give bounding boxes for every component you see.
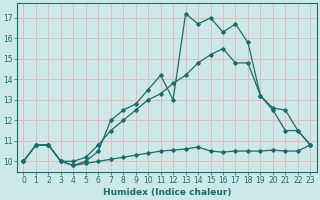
- X-axis label: Humidex (Indice chaleur): Humidex (Indice chaleur): [103, 188, 231, 197]
